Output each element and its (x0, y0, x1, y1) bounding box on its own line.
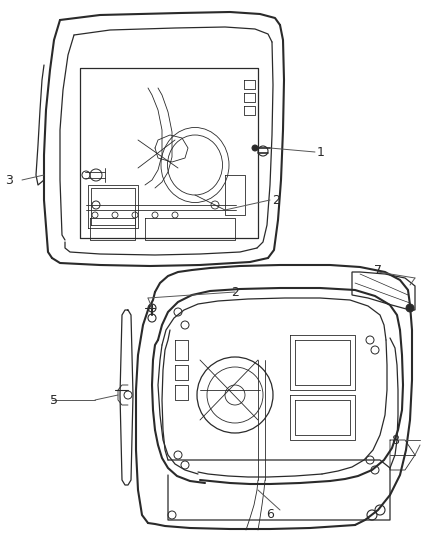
Text: 7: 7 (374, 263, 382, 277)
Text: 1: 1 (317, 146, 325, 158)
Circle shape (406, 304, 414, 312)
Circle shape (252, 145, 258, 151)
Text: 5: 5 (50, 393, 58, 407)
Text: 2: 2 (231, 286, 239, 298)
Text: 6: 6 (266, 508, 274, 521)
Text: 8: 8 (391, 433, 399, 447)
Text: 2: 2 (272, 193, 280, 206)
Text: 3: 3 (5, 174, 13, 187)
